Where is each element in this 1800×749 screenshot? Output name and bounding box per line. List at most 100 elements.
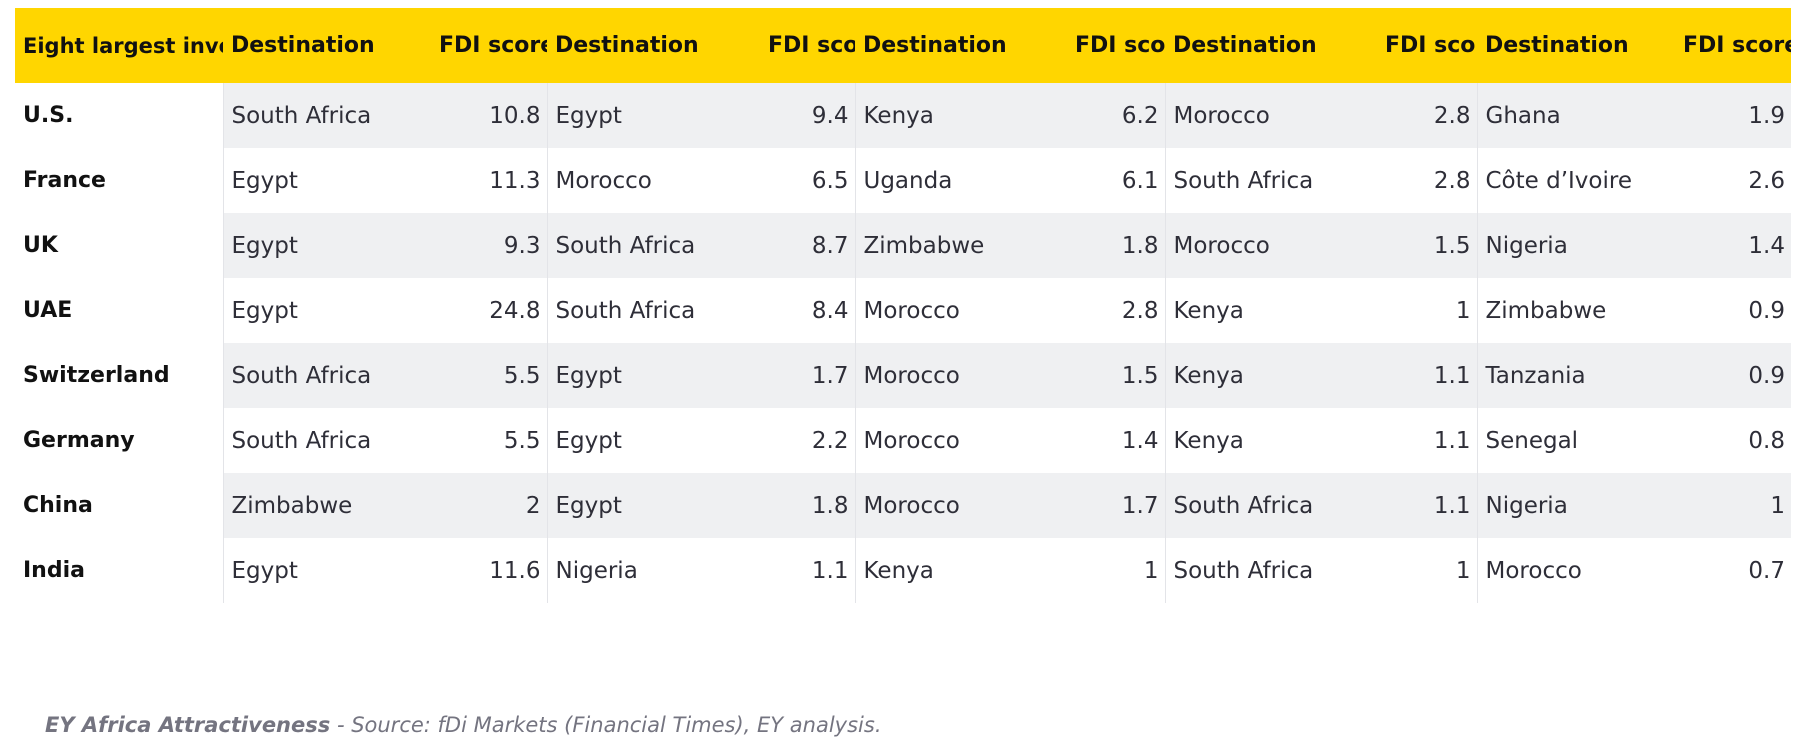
destination-cell: South Africa <box>546 213 760 278</box>
fdi-score-cell: 1.7 <box>1067 473 1165 538</box>
fdi-score-cell: 1 <box>1377 538 1477 603</box>
fdi-score-cell: 9.3 <box>431 213 547 278</box>
table-row: Switzerland South Africa 5.5 Egypt 1.7 Morocc… <box>15 343 1791 408</box>
destination-cell: South Africa <box>1164 538 1377 603</box>
fdi-score-cell: 0.8 <box>1675 408 1791 473</box>
fdi-score-cell: 1 <box>1067 538 1165 603</box>
destination-cell: Côte d’Ivoire <box>1476 148 1675 213</box>
investor-cell: India <box>15 538 223 603</box>
fdi-score-cell: 1.7 <box>760 343 855 408</box>
destination-cell: Kenya <box>854 538 1067 603</box>
fdi-score-cell: 11.3 <box>431 148 547 213</box>
destination-cell: Kenya <box>1164 343 1377 408</box>
fdi-score-cell: 1.1 <box>760 538 855 603</box>
fdi-score-cell: 6.1 <box>1067 148 1165 213</box>
fdi-score-cell: 2.6 <box>1675 148 1791 213</box>
destination-cell: Tanzania <box>1476 343 1675 408</box>
source-brand: EY Africa Attractiveness <box>45 713 331 737</box>
destination-column-header: Destination <box>855 8 1067 83</box>
table-row: China Zimbabwe 2 Egypt 1.8 Morocco 1.7 South Af… <box>15 473 1791 538</box>
destination-cell: Nigeria <box>1476 473 1675 538</box>
destination-cell: Kenya <box>1164 408 1377 473</box>
destination-cell: Morocco <box>1164 213 1377 278</box>
fdi-score-cell: 1.8 <box>760 473 855 538</box>
fdi-score-cell: 8.7 <box>760 213 855 278</box>
destination-cell: Morocco <box>854 473 1067 538</box>
investor-cell: China <box>15 473 223 538</box>
destination-cell: Egypt <box>222 213 431 278</box>
destination-cell: South Africa <box>1164 148 1377 213</box>
destination-cell: South Africa <box>546 278 760 343</box>
fdi-score-cell: 1.1 <box>1377 343 1477 408</box>
fdi-table: Eight largest investors: 2022 Destinatio… <box>15 8 1791 603</box>
fdi-score-cell: 2.8 <box>1377 148 1477 213</box>
investor-cell: Switzerland <box>15 343 223 408</box>
fdi-score-column-header: FDI score <box>431 8 547 83</box>
destination-cell: Egypt <box>222 148 431 213</box>
table-row: Germany South Africa 5.5 Egypt 2.2 Morocco 1.4… <box>15 408 1791 473</box>
fdi-score-cell: 10.8 <box>431 83 547 148</box>
fdi-score-cell: 1.8 <box>1067 213 1165 278</box>
destination-cell: Egypt <box>546 408 760 473</box>
fdi-score-column-header: FDI score <box>1067 8 1165 83</box>
table-header-row: Eight largest investors: 2022 Destinatio… <box>15 8 1791 83</box>
fdi-score-cell: 1.4 <box>1067 408 1165 473</box>
destination-cell: Morocco <box>854 278 1067 343</box>
destination-cell: Senegal <box>1476 408 1675 473</box>
fdi-score-cell: 9.4 <box>760 83 855 148</box>
fdi-score-column-header: FDI score <box>1377 8 1477 83</box>
destination-cell: Egypt <box>546 83 760 148</box>
investor-cell: France <box>15 148 223 213</box>
fdi-score-cell: 1.4 <box>1675 213 1791 278</box>
destination-cell: Morocco <box>1476 538 1675 603</box>
destination-cell: Egypt <box>222 278 431 343</box>
destination-cell: Morocco <box>1164 83 1377 148</box>
destination-cell: Egypt <box>222 538 431 603</box>
fdi-score-column-header: FDI score <box>760 8 855 83</box>
fdi-score-cell: 0.7 <box>1675 538 1791 603</box>
fdi-score-cell: 0.9 <box>1675 343 1791 408</box>
destination-column-header: Destination <box>223 8 431 83</box>
destination-cell: Uganda <box>854 148 1067 213</box>
fdi-score-cell: 1.9 <box>1675 83 1791 148</box>
source-text: - Source: fDi Markets (Financial Times),… <box>330 713 882 737</box>
table-row: India Egypt 11.6 Nigeria 1.1 Kenya 1 South Afri… <box>15 538 1791 603</box>
fdi-score-cell: 1.1 <box>1377 473 1477 538</box>
investor-cell: UAE <box>15 278 223 343</box>
destination-cell: Zimbabwe <box>854 213 1067 278</box>
destination-cell: Nigeria <box>1476 213 1675 278</box>
destination-cell: Egypt <box>546 343 760 408</box>
destination-column-header: Destination <box>1477 8 1675 83</box>
destination-cell: Morocco <box>546 148 760 213</box>
destination-cell: Zimbabwe <box>222 473 431 538</box>
fdi-score-cell: 1.1 <box>1377 408 1477 473</box>
destination-cell: Zimbabwe <box>1476 278 1675 343</box>
table-row: U.S. South Africa 10.8 Egypt 9.4 Kenya 6.2 Moro… <box>15 83 1791 148</box>
destination-cell: Ghana <box>1476 83 1675 148</box>
destination-column-header: Destination <box>547 8 760 83</box>
fdi-score-cell: 1 <box>1377 278 1477 343</box>
source-note: EY Africa Attractiveness - Source: fDi M… <box>45 713 882 737</box>
table-body: U.S. South Africa 10.8 Egypt 9.4 Kenya 6.2 Moro… <box>15 83 1791 603</box>
investor-column-header: Eight largest investors: 2022 <box>15 8 223 83</box>
table-row: France Egypt 11.3 Morocco 6.5 Uganda 6.1 South … <box>15 148 1791 213</box>
fdi-score-cell: 1.5 <box>1377 213 1477 278</box>
destination-cell: South Africa <box>222 408 431 473</box>
fdi-score-cell: 5.5 <box>431 408 547 473</box>
fdi-score-cell: 6.2 <box>1067 83 1165 148</box>
fdi-score-cell: 24.8 <box>431 278 547 343</box>
fdi-score-cell: 2.8 <box>1377 83 1477 148</box>
fdi-score-cell: 1.5 <box>1067 343 1165 408</box>
destination-cell: Morocco <box>854 343 1067 408</box>
investor-cell: Germany <box>15 408 223 473</box>
fdi-score-cell: 0.9 <box>1675 278 1791 343</box>
fdi-score-cell: 1 <box>1675 473 1791 538</box>
fdi-score-cell: 8.4 <box>760 278 855 343</box>
destination-cell: Kenya <box>1164 278 1377 343</box>
fdi-score-column-header: FDI score <box>1675 8 1791 83</box>
fdi-score-cell: 2 <box>431 473 547 538</box>
destination-cell: Egypt <box>546 473 760 538</box>
table-row: UK Egypt 9.3 South Africa 8.7 Zimbabwe 1.8 Moro… <box>15 213 1791 278</box>
investor-cell: UK <box>15 213 223 278</box>
investor-cell: U.S. <box>15 83 223 148</box>
